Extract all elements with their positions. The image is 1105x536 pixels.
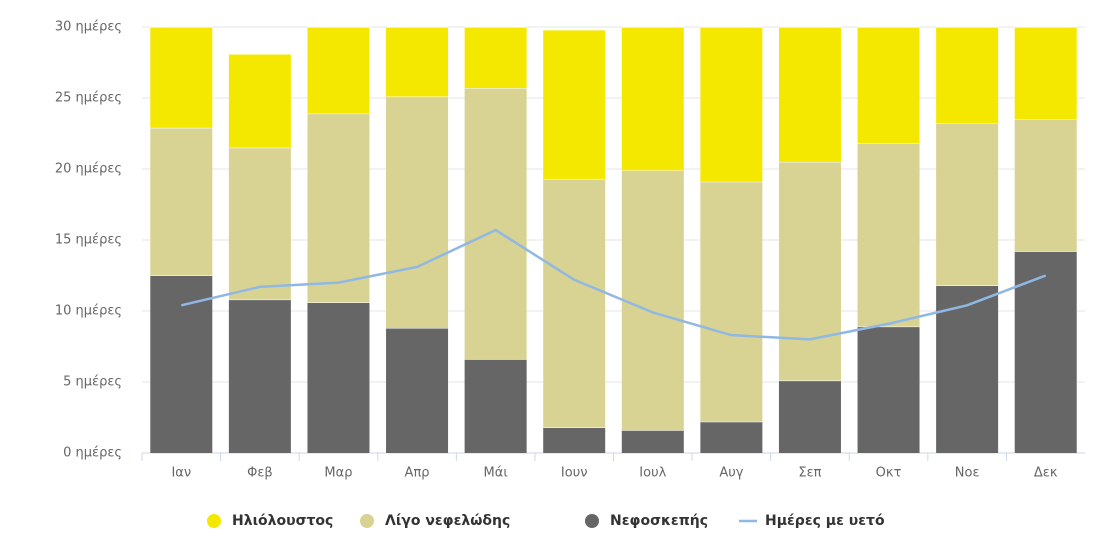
bar-segment bbox=[307, 302, 370, 453]
bar-segment bbox=[778, 161, 841, 381]
bar-segment bbox=[700, 27, 763, 182]
bar-segment bbox=[936, 27, 999, 124]
bar-segment bbox=[543, 29, 606, 179]
x-tick-label: Δεκ bbox=[1034, 466, 1058, 481]
x-tick-label: Οκτ bbox=[876, 466, 902, 481]
bar-segment bbox=[386, 27, 449, 97]
bar-segment bbox=[621, 27, 684, 171]
x-tick-label: Απρ bbox=[405, 466, 430, 481]
y-tick-label: 15 ημέρες bbox=[55, 233, 122, 248]
bar-segment bbox=[621, 170, 684, 431]
y-tick-label: 20 ημέρες bbox=[55, 162, 122, 177]
legend-label: Νεφοσκεπής bbox=[610, 513, 708, 529]
x-tick-label: Ιουλ bbox=[639, 466, 666, 481]
y-tick-label: 10 ημέρες bbox=[55, 304, 122, 319]
bar-segment bbox=[150, 275, 213, 453]
bar-segment bbox=[778, 380, 841, 453]
legend-label: Λίγο νεφελώδης bbox=[385, 513, 510, 529]
bar-segment bbox=[857, 326, 920, 453]
bar-segment bbox=[1014, 251, 1077, 453]
bar-segment bbox=[228, 147, 291, 300]
bar-segment bbox=[1014, 119, 1077, 252]
bar-segment bbox=[621, 430, 684, 453]
legend-label: Ηλιόλουστος bbox=[232, 513, 333, 529]
bar-segment bbox=[464, 88, 527, 360]
y-tick-label: 30 ημέρες bbox=[55, 20, 122, 35]
x-tick-label: Μαρ bbox=[324, 466, 352, 481]
bar-segment bbox=[150, 27, 213, 128]
bar-segment bbox=[1014, 27, 1077, 120]
bar-segment bbox=[857, 143, 920, 327]
x-tick-label: Ιαν bbox=[171, 466, 191, 481]
bar-segment bbox=[857, 27, 920, 144]
legend-swatch bbox=[585, 514, 599, 528]
bar-segment bbox=[936, 123, 999, 286]
line bbox=[181, 228, 1047, 341]
bar-segment bbox=[150, 127, 213, 276]
y-tick-label: 5 ημέρες bbox=[63, 375, 122, 390]
bar-segment bbox=[464, 27, 527, 89]
x-tick-label: Νοε bbox=[955, 466, 980, 481]
bar-segment bbox=[543, 178, 606, 428]
x-tick-label: Μάι bbox=[484, 466, 508, 481]
legend-swatch bbox=[207, 514, 221, 528]
y-tick-label: 0 ημέρες bbox=[63, 446, 122, 461]
legend-label: Ημέρες με υετό bbox=[765, 513, 885, 529]
x-tick-label: Ιουν bbox=[561, 466, 588, 481]
bar-segment bbox=[307, 113, 370, 303]
bar-segment bbox=[228, 299, 291, 453]
bar-segment bbox=[386, 96, 449, 329]
bar-segment bbox=[700, 181, 763, 422]
legend-swatch bbox=[360, 514, 374, 528]
bar-segment bbox=[543, 427, 606, 453]
x-tick-label: Σεπ bbox=[798, 466, 821, 481]
bar-segment bbox=[778, 27, 841, 162]
y-tick-label: 25 ημέρες bbox=[55, 91, 122, 106]
bar-segment bbox=[228, 53, 291, 148]
x-tick-label: Αυγ bbox=[719, 466, 743, 481]
bar-segment bbox=[464, 359, 527, 453]
bar-segment bbox=[936, 285, 999, 453]
bar-segment bbox=[386, 328, 449, 453]
bar-segment bbox=[307, 27, 370, 114]
bar-segment bbox=[700, 421, 763, 453]
x-tick-label: Φεβ bbox=[247, 466, 273, 481]
